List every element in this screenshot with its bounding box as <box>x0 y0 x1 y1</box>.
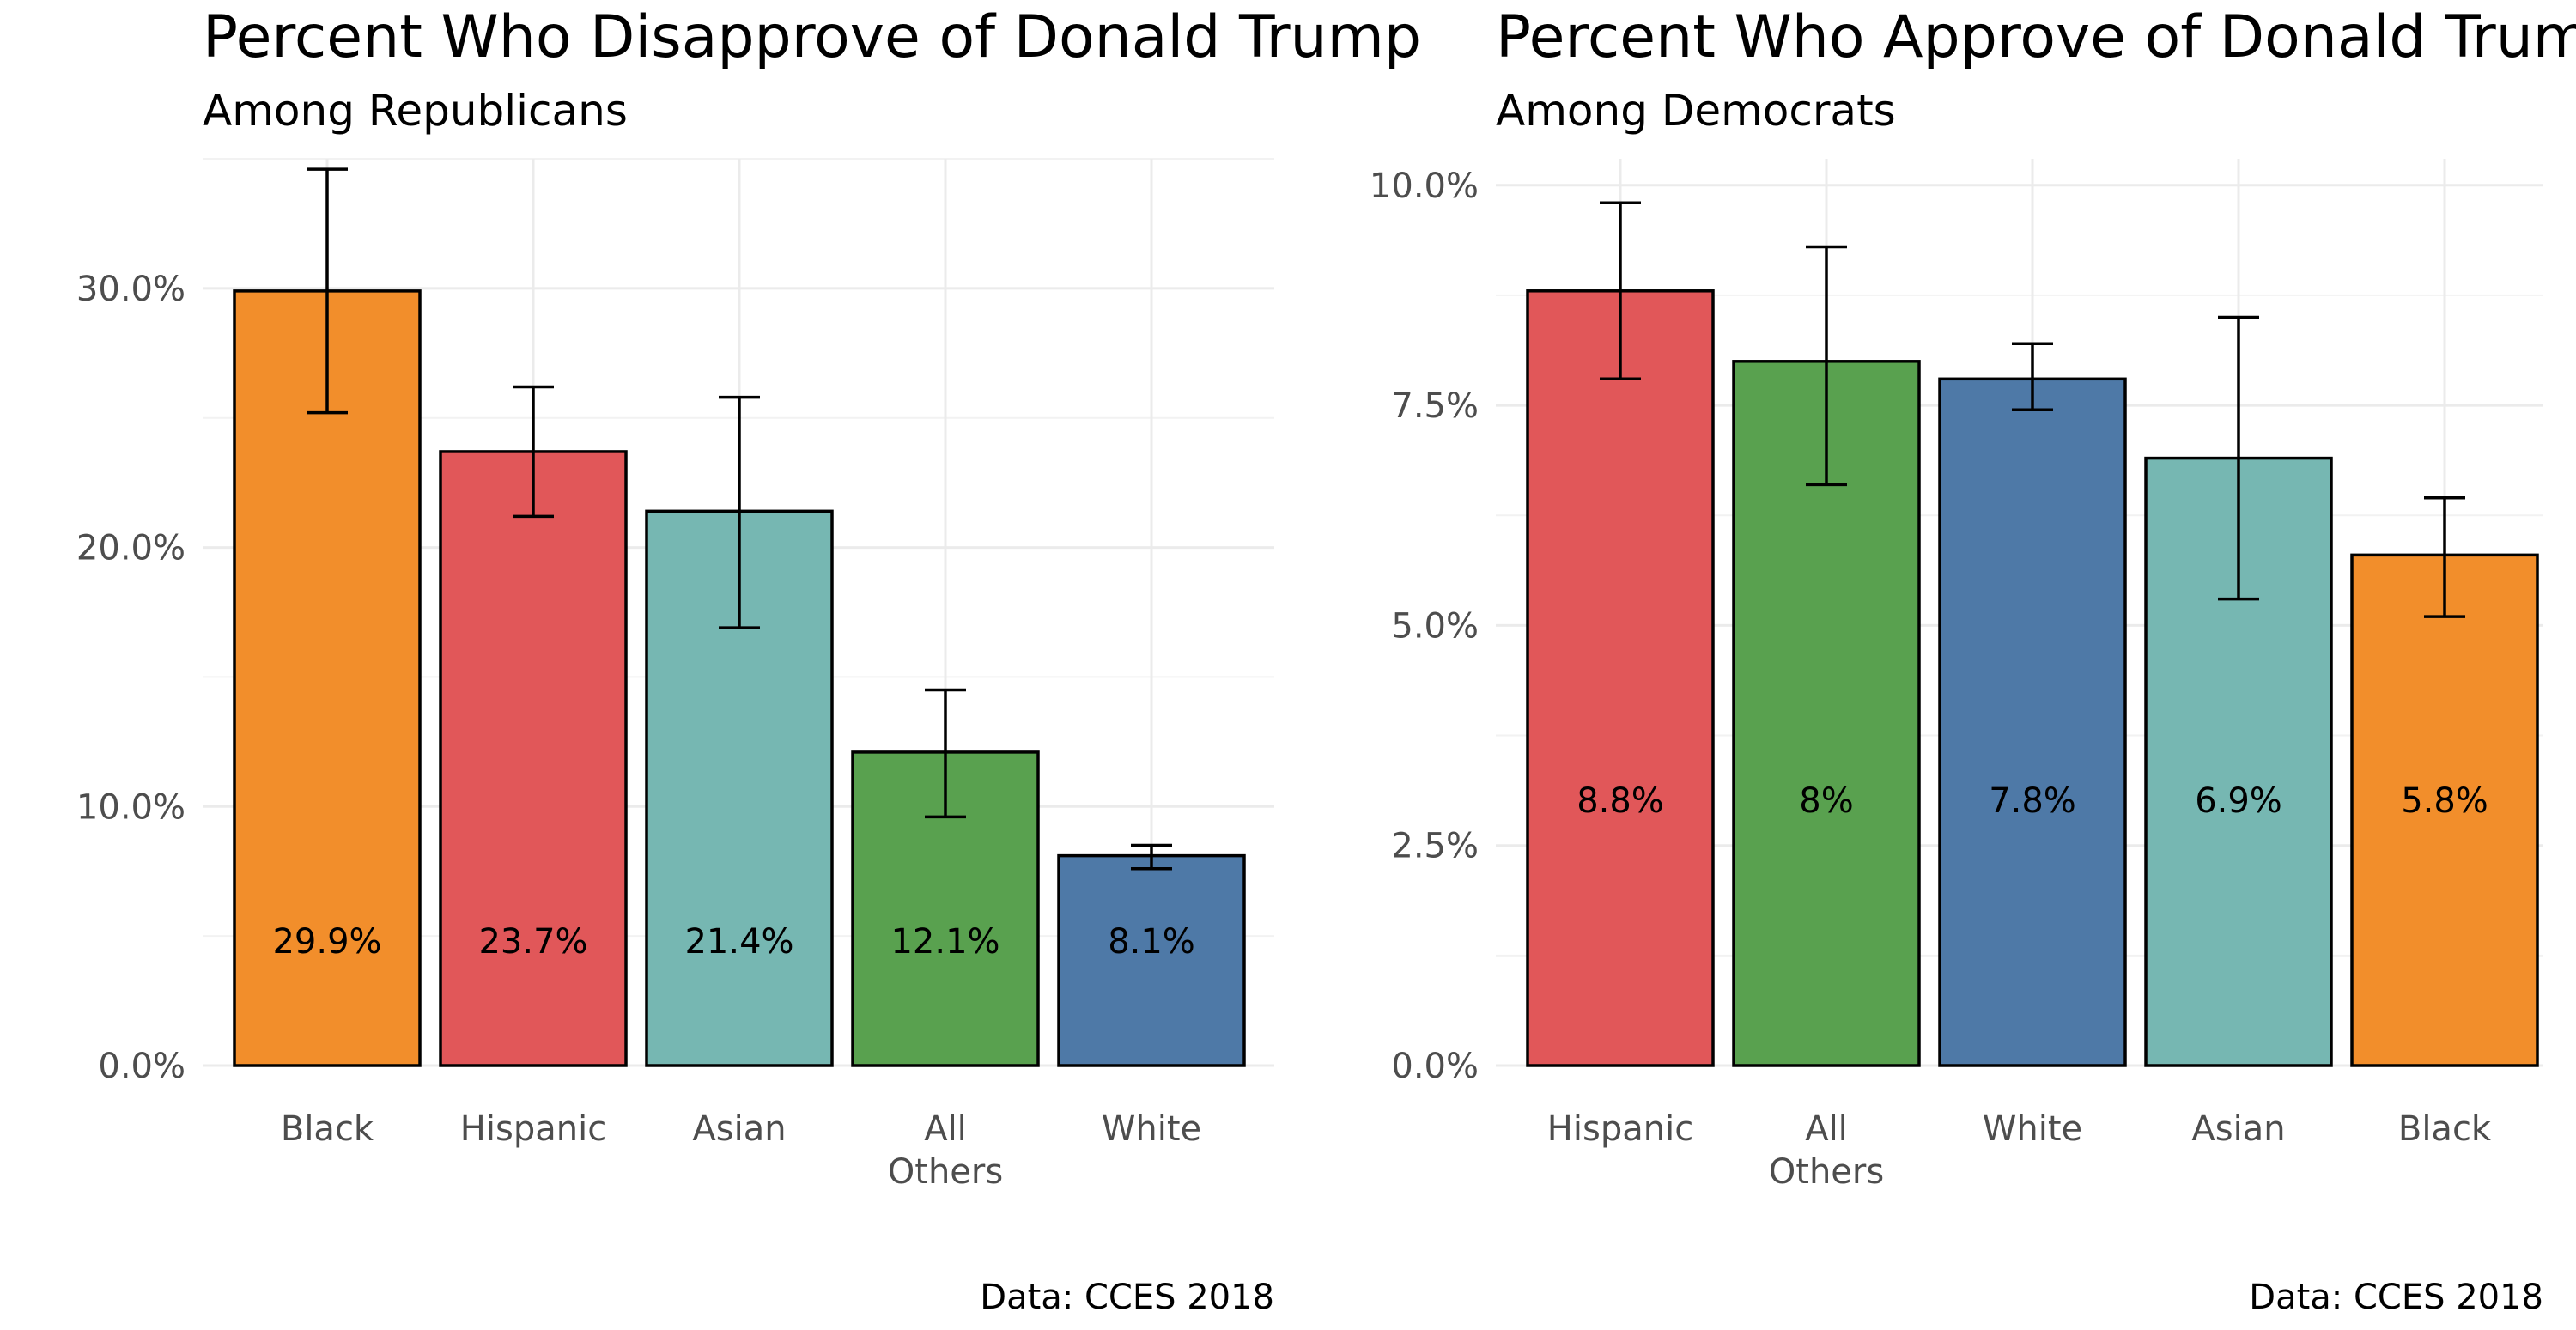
x-tick-label: White <box>1983 1109 2082 1149</box>
x-tick-label: All Others <box>1769 1109 1884 1192</box>
bar-white <box>1057 853 1246 1067</box>
x-tick-label: All Others <box>888 1109 1003 1192</box>
y-tick-label: 20.0% <box>76 529 185 568</box>
plot-area: 0.0% 2.5% 5.0% 7.5% 10.0% 8.8% Hispanic 8% All Ot… <box>1370 159 2543 1192</box>
y-tick-label: 7.5% <box>1391 386 1479 426</box>
y-tick-label: 30.0% <box>76 270 185 309</box>
y-tick-label: 2.5% <box>1391 827 1479 866</box>
x-tick-label: Hispanic <box>1547 1109 1693 1149</box>
chart-title: Percent Who Approve of Donald Trump <box>1496 3 2576 71</box>
chart-panel-democrats: Percent Who Approve of Donald Trump Amon… <box>1370 3 2576 1317</box>
x-tick-label: Asian <box>692 1109 786 1149</box>
bar-black <box>2350 553 2539 1067</box>
data-label: 12.1% <box>890 922 999 962</box>
x-tick-label: Black <box>281 1109 374 1149</box>
chart-subtitle: Among Republicans <box>203 86 628 136</box>
x-tick-label: Black <box>2398 1109 2492 1149</box>
data-label: 5.8% <box>2401 781 2488 821</box>
bar-hispanic <box>1526 289 1715 1067</box>
bar-black <box>233 289 422 1067</box>
data-label: 6.9% <box>2195 781 2282 821</box>
data-label: 8% <box>1799 781 1853 821</box>
plot-area: 0.0% 10.0% 20.0% 30.0% 29.9% Black 23.7% Hispan… <box>76 158 1274 1192</box>
chart-panel-republicans: Percent Who Disapprove of Donald Trump A… <box>76 3 1421 1317</box>
chart-subtitle: Among Democrats <box>1496 86 1896 136</box>
bar-white <box>1938 377 2127 1067</box>
y-tick-label: 10.0% <box>76 787 185 827</box>
y-tick-label: 10.0% <box>1370 167 1479 206</box>
data-label: 8.1% <box>1108 922 1195 962</box>
bar-hispanic <box>439 450 628 1067</box>
y-tick-label: 5.0% <box>1391 606 1479 646</box>
data-label: 29.9% <box>272 922 381 962</box>
y-tick-label: 0.0% <box>1391 1047 1479 1086</box>
data-label: 7.8% <box>1989 781 2076 821</box>
chart-caption: Data: CCES 2018 <box>980 1278 1274 1317</box>
y-tick-label: 0.0% <box>98 1047 185 1086</box>
x-tick-label: Asian <box>2191 1109 2285 1149</box>
chart-title: Percent Who Disapprove of Donald Trump <box>203 3 1421 71</box>
data-label: 23.7% <box>478 922 587 962</box>
data-label: 21.4% <box>684 922 793 962</box>
x-tick-label: White <box>1102 1109 1201 1149</box>
chart-caption: Data: CCES 2018 <box>2249 1278 2543 1317</box>
x-tick-label: Hispanic <box>460 1109 606 1149</box>
data-label: 8.8% <box>1577 781 1664 821</box>
